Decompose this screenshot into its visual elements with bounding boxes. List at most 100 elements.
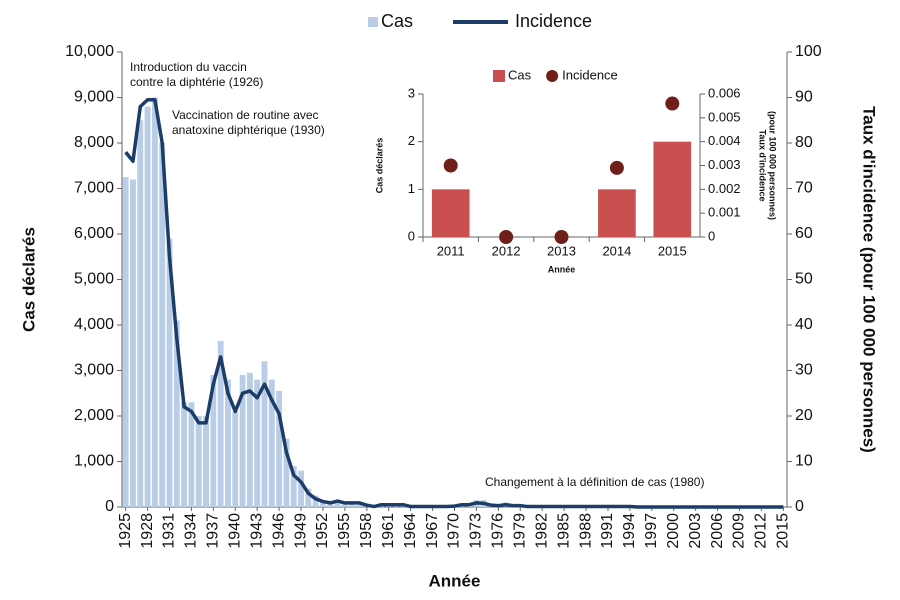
- x-tick-label: 1934: [183, 513, 200, 549]
- y2-axis-title: Taux d'incidence: [758, 130, 768, 202]
- x-tick-label: 2012: [753, 513, 770, 549]
- bar: [653, 141, 692, 237]
- chart-panel: 0 1,000 2,000 3,000 4,000 5,000 6,000 7,000 8,00…: [19, 11, 878, 591]
- point: [499, 230, 514, 244]
- bar: [225, 379, 231, 507]
- legend-label: Incidence: [562, 67, 618, 82]
- x-axis-title: Année: [429, 571, 481, 590]
- y2-axis-title: (pour 100 000 personnes): [768, 111, 778, 220]
- x-axis-title: Année: [548, 264, 576, 274]
- point: [443, 158, 458, 173]
- y-axis-title: Cas déclarés: [374, 138, 384, 194]
- y2-tick-label: 60: [795, 225, 813, 242]
- bar: [261, 361, 268, 507]
- x-tick-label: 2013: [547, 243, 576, 258]
- x-tick-label: 1943: [248, 513, 265, 549]
- y-tick-label: 2: [408, 133, 415, 148]
- bar: [320, 500, 326, 507]
- x-tick-label: 2012: [492, 243, 521, 258]
- x-tick-label: 1985: [555, 513, 572, 549]
- y2-tick-label: 100: [795, 43, 822, 60]
- x-tick-label: 1988: [577, 513, 594, 549]
- x-tick-label: 1931: [161, 513, 178, 549]
- x-tick-label: 1949: [292, 513, 309, 549]
- y2-tick-label: 50: [795, 271, 813, 288]
- x-tick-label: 1994: [621, 513, 638, 549]
- bar: [276, 390, 283, 507]
- annotation: anatoxine diphtérique (1930): [172, 123, 325, 137]
- x-tick-label: 1979: [511, 513, 528, 549]
- x-tick-label: 2011: [437, 243, 465, 258]
- bar: [312, 495, 319, 507]
- y-tick-label: 9,000: [74, 89, 114, 106]
- y2-tick-label: 70: [795, 180, 813, 197]
- point: [609, 160, 624, 175]
- bar: [305, 488, 312, 507]
- y-tick-label: 4,000: [74, 316, 114, 333]
- bar: [217, 340, 224, 507]
- bar: [151, 97, 158, 507]
- annotation: contre la diphtérie (1926): [130, 75, 263, 89]
- x-tick-label: 2014: [602, 243, 631, 258]
- bar: [283, 438, 290, 507]
- y-tick-label: 0: [105, 498, 114, 515]
- legend-label: Cas: [381, 11, 413, 31]
- x-tick-label: 1955: [336, 513, 353, 549]
- bar: [166, 238, 173, 508]
- x-tick-label: 1982: [533, 513, 550, 549]
- legend-swatch: [546, 70, 559, 82]
- annotation: Changement à la définition de cas (1980): [485, 475, 704, 489]
- bar: [159, 143, 166, 507]
- x-tick-label: 1961: [380, 513, 397, 549]
- x-tick-label: 1973: [468, 513, 485, 549]
- bar: [181, 402, 188, 507]
- bar: [188, 402, 195, 507]
- x-tick-label: 1937: [205, 513, 222, 549]
- y2-tick-label: 0.002: [708, 181, 741, 196]
- y-tick-label: 5,000: [74, 271, 114, 288]
- y2-tick-label: 0.005: [708, 109, 741, 124]
- y2-tick-label: 20: [795, 407, 813, 424]
- inset-background: [372, 62, 782, 282]
- bar: [334, 500, 341, 507]
- x-tick-label: 1925: [117, 513, 134, 549]
- legend-label: Cas: [508, 67, 532, 82]
- x-tick-label: 2006: [709, 513, 726, 549]
- bar: [246, 372, 253, 507]
- annotation: Vaccination de routine avec: [172, 108, 319, 122]
- y-tick-label: 2,000: [74, 407, 114, 424]
- y2-tick-label: 0: [708, 228, 715, 243]
- x-tick-label: 1976: [490, 513, 507, 549]
- bar: [232, 411, 239, 507]
- bar: [203, 416, 209, 507]
- bar: [130, 179, 136, 507]
- x-tick-label: 1946: [270, 513, 287, 549]
- x-tick-label: 1928: [139, 513, 156, 549]
- bar: [349, 502, 356, 507]
- y-tick-label: 1,000: [74, 453, 114, 470]
- bar: [122, 177, 129, 507]
- x-tick-label: 2015: [775, 513, 792, 549]
- x-tick-label: 1952: [314, 513, 331, 549]
- y-tick-label: 10,000: [65, 43, 114, 60]
- bar: [173, 320, 180, 507]
- x-tick-label: 2000: [665, 513, 682, 549]
- legend-swatch: [368, 17, 378, 27]
- y2-tick-label: 90: [795, 89, 813, 106]
- y2-tick-label: 0.001: [708, 205, 741, 220]
- bar: [195, 416, 202, 507]
- bar: [239, 375, 246, 507]
- x-tick-label: 2003: [687, 513, 704, 549]
- legend-swatch: [493, 70, 505, 82]
- y-tick-label: 7,000: [74, 180, 114, 197]
- x-tick-label: 1991: [599, 513, 616, 549]
- point: [554, 230, 569, 244]
- y-tick-label: 1: [408, 181, 415, 196]
- annotation: Introduction du vaccin: [130, 60, 247, 74]
- y-tick-label: 0: [408, 228, 415, 243]
- x-tick-label: 1964: [402, 513, 419, 549]
- chart-panel: 0 1 2 3 0 0.001 0.002 0.003 0.004 0.005 0.006 2011 2…: [374, 67, 777, 274]
- legend-label: Incidence: [515, 11, 592, 31]
- y-tick-label: 8,000: [74, 134, 114, 151]
